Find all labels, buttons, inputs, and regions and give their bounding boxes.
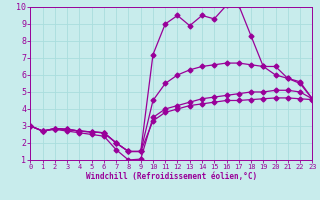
X-axis label: Windchill (Refroidissement éolien,°C): Windchill (Refroidissement éolien,°C)	[86, 172, 257, 181]
